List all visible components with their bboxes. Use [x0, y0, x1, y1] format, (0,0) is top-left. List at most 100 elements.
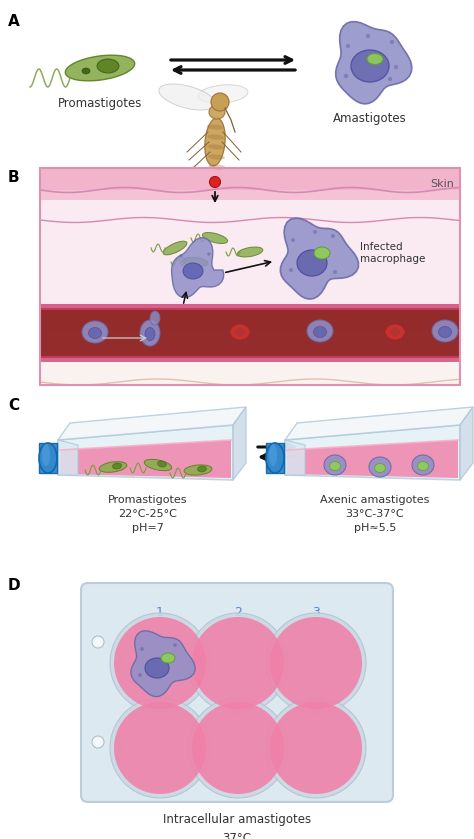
Ellipse shape	[313, 326, 327, 337]
Circle shape	[207, 253, 211, 256]
Text: Infected
macrophage: Infected macrophage	[360, 242, 425, 263]
Ellipse shape	[188, 698, 288, 798]
Text: Amastigotes: Amastigotes	[333, 112, 407, 125]
Ellipse shape	[237, 247, 263, 257]
Ellipse shape	[209, 105, 225, 119]
Ellipse shape	[99, 461, 127, 472]
Polygon shape	[172, 237, 224, 298]
Ellipse shape	[183, 263, 203, 279]
Ellipse shape	[198, 85, 248, 103]
Polygon shape	[336, 22, 412, 104]
Ellipse shape	[150, 311, 160, 325]
Circle shape	[344, 74, 348, 78]
Ellipse shape	[432, 320, 458, 342]
Ellipse shape	[307, 320, 333, 342]
Ellipse shape	[82, 68, 90, 74]
Bar	[40, 356, 460, 362]
Bar	[266, 443, 284, 473]
Ellipse shape	[157, 461, 166, 467]
Ellipse shape	[110, 698, 210, 798]
Polygon shape	[460, 407, 473, 480]
Ellipse shape	[159, 84, 215, 110]
Circle shape	[331, 234, 335, 238]
Circle shape	[390, 39, 394, 44]
Ellipse shape	[266, 443, 284, 473]
Ellipse shape	[374, 463, 385, 472]
Polygon shape	[285, 407, 473, 440]
Polygon shape	[280, 218, 358, 300]
Ellipse shape	[39, 443, 57, 473]
Bar	[39, 443, 57, 473]
Bar	[40, 362, 460, 384]
Ellipse shape	[369, 457, 391, 477]
Bar	[40, 168, 460, 385]
Ellipse shape	[42, 444, 50, 466]
Text: 2: 2	[234, 606, 242, 618]
Ellipse shape	[438, 326, 452, 337]
Ellipse shape	[367, 54, 383, 65]
Ellipse shape	[110, 613, 210, 713]
Ellipse shape	[266, 613, 366, 713]
Circle shape	[388, 77, 392, 81]
Bar	[40, 168, 460, 190]
Text: B: B	[116, 742, 124, 754]
Circle shape	[289, 268, 293, 272]
Bar	[40, 190, 460, 200]
Bar	[40, 308, 460, 358]
Circle shape	[210, 176, 220, 187]
Ellipse shape	[329, 461, 340, 471]
Ellipse shape	[188, 613, 288, 713]
Ellipse shape	[412, 455, 434, 475]
Ellipse shape	[230, 324, 250, 340]
Ellipse shape	[205, 118, 225, 166]
Ellipse shape	[89, 327, 101, 338]
Text: A: A	[116, 656, 124, 670]
Ellipse shape	[209, 164, 226, 169]
Ellipse shape	[145, 327, 155, 341]
Circle shape	[173, 644, 177, 647]
Text: B: B	[8, 170, 19, 185]
Ellipse shape	[208, 144, 225, 149]
Circle shape	[92, 736, 104, 748]
Ellipse shape	[145, 658, 169, 678]
Ellipse shape	[270, 702, 362, 794]
Ellipse shape	[198, 466, 207, 472]
Polygon shape	[60, 440, 231, 478]
Ellipse shape	[192, 617, 284, 709]
Circle shape	[179, 254, 183, 258]
Ellipse shape	[192, 702, 284, 794]
Ellipse shape	[97, 59, 119, 73]
Circle shape	[366, 34, 370, 39]
Ellipse shape	[82, 321, 108, 343]
Ellipse shape	[140, 320, 160, 346]
Ellipse shape	[207, 134, 224, 139]
Ellipse shape	[207, 124, 223, 129]
Polygon shape	[58, 440, 78, 475]
Polygon shape	[131, 631, 195, 696]
Ellipse shape	[385, 324, 405, 340]
Ellipse shape	[314, 247, 330, 259]
Ellipse shape	[270, 617, 362, 709]
Bar	[40, 304, 460, 310]
Circle shape	[138, 673, 142, 677]
Ellipse shape	[144, 459, 172, 471]
Ellipse shape	[65, 55, 135, 81]
Polygon shape	[58, 407, 246, 440]
Circle shape	[346, 44, 350, 48]
FancyBboxPatch shape	[81, 583, 393, 802]
Circle shape	[211, 93, 229, 111]
Circle shape	[313, 230, 317, 234]
Text: Axenic amastigotes
33°C-37°C
pH≈5.5: Axenic amastigotes 33°C-37°C pH≈5.5	[320, 495, 430, 533]
Polygon shape	[285, 425, 460, 480]
Ellipse shape	[182, 258, 208, 267]
Ellipse shape	[324, 455, 346, 475]
Ellipse shape	[112, 463, 121, 469]
Bar	[40, 200, 460, 330]
Ellipse shape	[163, 241, 187, 255]
Ellipse shape	[208, 154, 225, 159]
Ellipse shape	[235, 328, 245, 336]
Circle shape	[140, 647, 144, 651]
Polygon shape	[287, 440, 458, 478]
Text: 3: 3	[312, 606, 320, 618]
Circle shape	[92, 636, 104, 648]
